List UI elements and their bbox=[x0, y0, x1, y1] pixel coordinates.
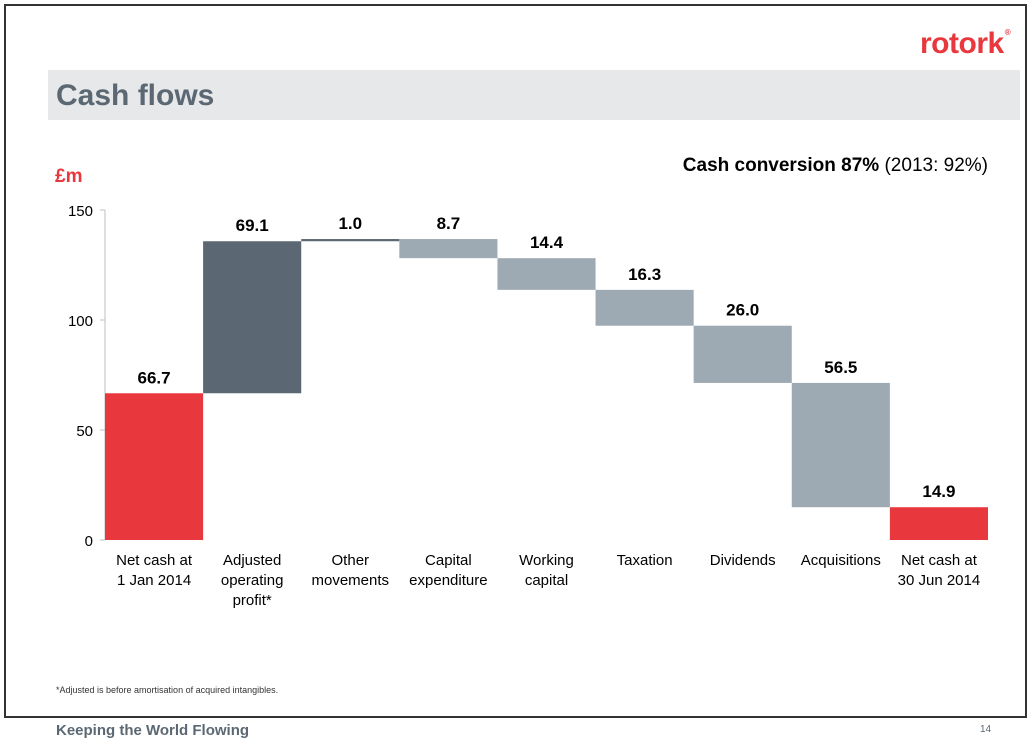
waterfall-bar bbox=[595, 289, 694, 326]
waterfall-bar bbox=[693, 325, 792, 383]
category-label: Other bbox=[332, 552, 370, 569]
footnote: *Adjusted is before amortisation of acqu… bbox=[56, 685, 279, 695]
data-label: 8.7 bbox=[437, 214, 461, 233]
page-title: Cash flows bbox=[56, 79, 215, 112]
category-label: expenditure bbox=[409, 572, 487, 589]
title-bar bbox=[48, 70, 1020, 120]
rotork-logo: rotork® bbox=[920, 27, 1011, 60]
waterfall-bar bbox=[105, 393, 204, 540]
waterfall-bar bbox=[889, 507, 988, 540]
waterfall-bar bbox=[497, 258, 596, 290]
category-label: Taxation bbox=[617, 552, 673, 569]
page-number: 14 bbox=[980, 724, 992, 735]
category-label: Adjusted bbox=[223, 552, 281, 569]
chart-subtitle: Cash conversion 87% (2013: 92%) bbox=[683, 155, 988, 177]
category-label: Working bbox=[519, 552, 574, 569]
y-tick-label: 0 bbox=[85, 533, 93, 550]
logo-registered-mark: ® bbox=[1004, 28, 1011, 37]
y-axis-unit-label: £m bbox=[55, 166, 83, 187]
slide-frame bbox=[4, 4, 1027, 718]
y-tick-label: 50 bbox=[76, 423, 93, 440]
data-label: 16.3 bbox=[628, 265, 661, 284]
category-label: Net cash at bbox=[116, 552, 193, 569]
waterfall-bar bbox=[301, 239, 400, 242]
data-label: 66.7 bbox=[138, 368, 171, 387]
category-label: 1 Jan 2014 bbox=[117, 572, 191, 589]
cash-conversion-prior: (2013: 92%) bbox=[879, 155, 988, 176]
logo-text: rotork bbox=[920, 27, 1004, 60]
category-label: Net cash at bbox=[901, 552, 978, 569]
category-label: Dividends bbox=[710, 552, 776, 569]
waterfall-chart: 0 50 100 150 66.7 Net cash at 1 Jan 2014 69.1 Ad… bbox=[68, 203, 988, 609]
data-label: 69.1 bbox=[236, 216, 269, 235]
category-label: Acquisitions bbox=[801, 552, 881, 569]
category-label: 30 Jun 2014 bbox=[898, 572, 981, 589]
category-label: movements bbox=[312, 572, 390, 589]
data-label: 14.9 bbox=[922, 482, 955, 501]
waterfall-bar bbox=[791, 382, 890, 508]
y-tick-label: 100 bbox=[68, 313, 93, 330]
category-label: profit* bbox=[233, 592, 272, 609]
data-label: 14.4 bbox=[530, 233, 564, 252]
cash-conversion-value: Cash conversion 87% bbox=[682, 155, 880, 176]
y-tick-label: 150 bbox=[68, 203, 93, 220]
category-label: Capital bbox=[425, 552, 472, 569]
data-label: 1.0 bbox=[338, 214, 362, 233]
category-label: capital bbox=[525, 572, 568, 589]
waterfall-bar bbox=[203, 241, 302, 394]
data-label: 26.0 bbox=[726, 301, 759, 320]
footer-tagline: Keeping the World Flowing bbox=[56, 722, 250, 739]
data-label: 56.5 bbox=[824, 358, 857, 377]
waterfall-bar bbox=[399, 239, 498, 259]
category-label: operating bbox=[221, 572, 284, 589]
